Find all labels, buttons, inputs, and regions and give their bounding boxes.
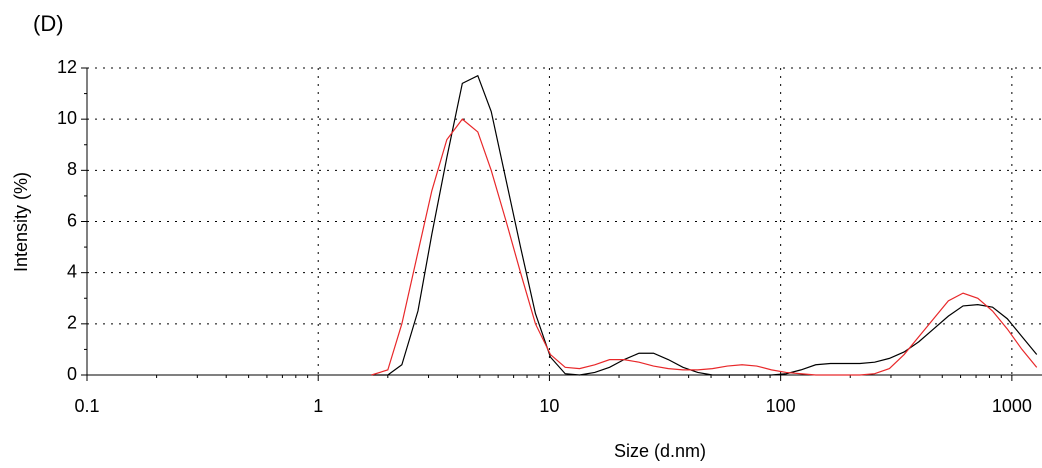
y-tick-label: 6 <box>67 210 77 230</box>
y-tick-label: 8 <box>67 159 77 179</box>
x-tick-label: 10 <box>539 396 559 416</box>
y-axis-label: Intensity (%) <box>11 172 31 272</box>
y-tick-label: 2 <box>67 313 77 333</box>
chart-title: (D) <box>33 11 64 36</box>
x-tick-label: 1 <box>313 396 323 416</box>
x-axis-label: Size (d.nm) <box>614 441 706 461</box>
x-tick-label: 100 <box>766 396 796 416</box>
x-tick-label: 1000 <box>992 396 1032 416</box>
y-tick-label: 12 <box>57 57 77 77</box>
data-line <box>371 118 1038 376</box>
x-tick-label: 0.1 <box>74 396 99 416</box>
y-tick-label: 4 <box>67 261 77 281</box>
y-tick-label: 10 <box>57 108 77 128</box>
data-line <box>371 74 1038 376</box>
y-tick-label: 0 <box>67 364 77 384</box>
